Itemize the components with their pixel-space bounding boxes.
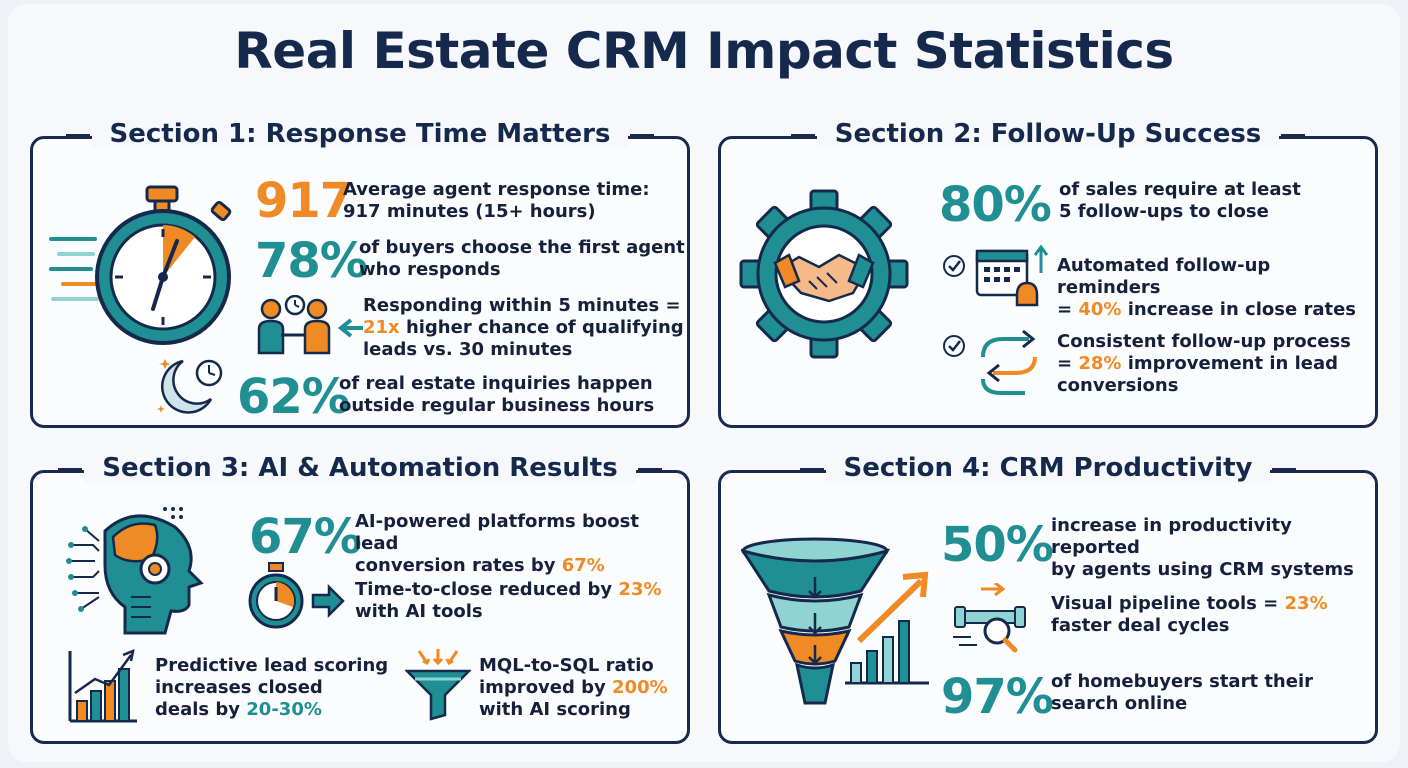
stat-reminders-text: Automated follow-up reminders = 40% incr… xyxy=(1057,255,1356,320)
stat-consistent-text: Consistent follow-up process = 28% impro… xyxy=(1057,331,1351,396)
section-response-time: Section 1: Response Time Matters xyxy=(30,119,690,428)
stat-mql-sql-text: MQL-to-SQL ratio improved by 200% with A… xyxy=(479,655,668,720)
stat-response-time-text: Average agent response time: 917 minutes… xyxy=(343,179,650,222)
section-title: Section 1: Response Time Matters xyxy=(33,119,687,149)
pipeline-search-icon xyxy=(951,583,1041,653)
highlight-23: 23% xyxy=(618,579,662,600)
stat-lead-scoring-text: Predictive lead scoring increases closed… xyxy=(155,655,389,720)
stat-ai-conversion-value: 67% xyxy=(249,509,362,565)
highlight-28: 28% xyxy=(1078,353,1122,374)
agents-handshake-icon xyxy=(255,295,365,357)
timer-arrow-icon xyxy=(247,561,347,633)
funnel-icon xyxy=(405,649,471,721)
sales-funnel-icon xyxy=(741,537,931,707)
highlight-20-30: 20-30% xyxy=(246,699,322,720)
stat-online-search-value: 97% xyxy=(941,669,1054,725)
page-title: Real Estate CRM Impact Statistics xyxy=(234,22,1174,80)
highlight-200: 200% xyxy=(612,677,668,698)
section-title: Section 4: CRM Productivity xyxy=(721,453,1375,483)
stat-first-agent-value: 78% xyxy=(255,233,368,289)
stat-online-search-text: of homebuyers start their search online xyxy=(1051,671,1313,714)
section-follow-up: Section 2: Follow-Up Success 80% of sale xyxy=(718,119,1378,428)
section-title: Section 2: Follow-Up Success xyxy=(721,119,1375,149)
check-icon xyxy=(941,333,967,359)
highlight-40: 40% xyxy=(1078,299,1122,320)
stat-productivity-text: increase in productivity reported by age… xyxy=(1051,515,1354,580)
highlight-23-pipeline: 23% xyxy=(1284,593,1328,614)
highlight-21x: 21x xyxy=(363,317,400,338)
stat-ai-conversion-text: AI-powered platforms boost lead conversi… xyxy=(355,511,639,576)
stat-productivity-value: 50% xyxy=(941,517,1054,573)
stat-follow-ups-value: 80% xyxy=(939,177,1052,233)
stat-five-minutes-text: Responding within 5 minutes = 21x higher… xyxy=(363,295,684,360)
section-title: Section 3: AI & Automation Results xyxy=(33,453,687,483)
calendar-bell-icon xyxy=(975,243,1051,309)
section-crm-productivity: Section 4: CRM Productivity 50% increase… xyxy=(718,453,1378,744)
stat-pipeline-text: Visual pipeline tools = 23% faster deal … xyxy=(1051,593,1328,636)
cycle-arrows-icon xyxy=(973,327,1045,399)
stat-follow-ups-text: of sales require at least 5 follow-ups t… xyxy=(1059,179,1301,222)
highlight-67: 67% xyxy=(561,555,605,576)
section-ai-automation: Section 3: AI & Automation Results 67% A… xyxy=(30,453,690,744)
stat-first-agent-text: of buyers choose the first agent who res… xyxy=(359,237,685,280)
stat-after-hours-text: of real estate inquiries happen outside … xyxy=(339,373,655,416)
stat-time-to-close-text: Time-to-close reduced by 23% with AI too… xyxy=(355,579,662,622)
stat-response-time-value: 917 xyxy=(255,173,353,229)
stat-after-hours-value: 62% xyxy=(237,369,350,425)
bar-chart-icon xyxy=(67,649,139,723)
moon-clock-icon xyxy=(153,355,231,417)
ai-head-icon xyxy=(65,501,215,641)
gear-handshake-icon xyxy=(739,189,909,359)
check-icon xyxy=(941,253,967,279)
stopwatch-icon xyxy=(45,179,245,349)
